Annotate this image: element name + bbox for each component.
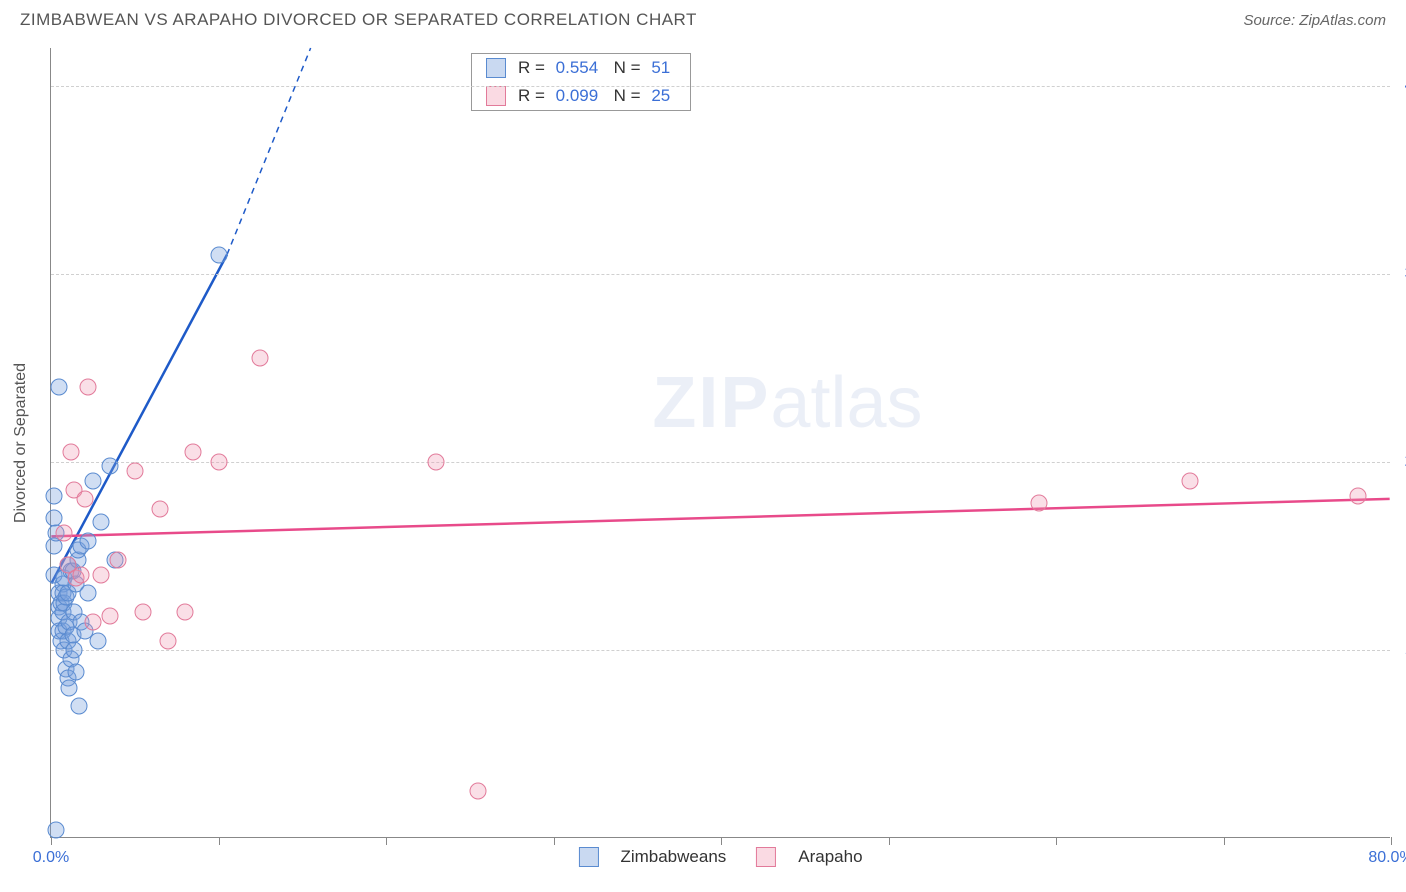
stats-legend: R = 0.554 N = 51R = 0.099 N = 25	[471, 53, 691, 111]
legend-swatch	[486, 86, 506, 106]
trend-lines	[51, 48, 1390, 837]
x-tick	[1056, 837, 1057, 845]
gridline	[51, 86, 1390, 87]
data-point	[126, 463, 143, 480]
chart-title: ZIMBABWEAN VS ARAPAHO DIVORCED OR SEPARA…	[20, 10, 697, 30]
legend-swatch	[578, 847, 598, 867]
x-tick	[219, 837, 220, 845]
data-point	[48, 822, 65, 839]
scatter-chart: Divorced or Separated ZIPatlas R = 0.554…	[50, 48, 1390, 838]
x-tick-label: 0.0%	[33, 849, 69, 867]
data-point	[68, 664, 85, 681]
y-tick-label: 40.0%	[1395, 77, 1406, 95]
gridline	[51, 650, 1390, 651]
legend-item: Arapaho	[756, 847, 862, 867]
legend-swatch	[486, 58, 506, 78]
data-point	[151, 500, 168, 517]
stats-legend-row: R = 0.554 N = 51	[472, 54, 690, 82]
data-point	[135, 604, 152, 621]
data-point	[210, 453, 227, 470]
legend-label: Arapaho	[798, 847, 862, 867]
r-label: R =	[518, 58, 550, 78]
data-point	[61, 679, 78, 696]
data-point	[101, 457, 118, 474]
data-point	[79, 378, 96, 395]
data-point	[185, 444, 202, 461]
data-point	[93, 514, 110, 531]
data-point	[79, 532, 96, 549]
r-value: 0.554	[556, 58, 599, 78]
x-tick	[1391, 837, 1392, 845]
r-value: 0.099	[556, 86, 599, 106]
data-point	[51, 378, 68, 395]
data-point	[63, 444, 80, 461]
data-point	[428, 453, 445, 470]
x-tick	[554, 837, 555, 845]
x-tick	[721, 837, 722, 845]
data-point	[252, 350, 269, 367]
gridline	[51, 462, 1390, 463]
data-point	[177, 604, 194, 621]
data-point	[46, 487, 63, 504]
data-point	[76, 491, 93, 508]
data-point	[160, 632, 177, 649]
r-label: R =	[518, 86, 550, 106]
data-point	[73, 566, 90, 583]
series-legend: Zimbabweans Arapaho	[578, 847, 862, 867]
data-point	[89, 632, 106, 649]
data-point	[110, 551, 127, 568]
data-point	[84, 472, 101, 489]
data-point	[56, 525, 73, 542]
data-point	[93, 566, 110, 583]
n-label: N =	[604, 86, 645, 106]
watermark: ZIPatlas	[652, 362, 922, 444]
data-point	[71, 698, 88, 715]
y-tick-label: 20.0%	[1395, 453, 1406, 471]
y-tick-label: 30.0%	[1395, 265, 1406, 283]
n-label: N =	[604, 58, 645, 78]
x-tick	[889, 837, 890, 845]
n-value: 51	[651, 58, 670, 78]
data-point	[470, 782, 487, 799]
data-point	[101, 608, 118, 625]
x-tick	[1224, 837, 1225, 845]
legend-item: Zimbabweans	[578, 847, 726, 867]
n-value: 25	[651, 86, 670, 106]
data-point	[1031, 495, 1048, 512]
data-point	[79, 585, 96, 602]
watermark-bold: ZIP	[652, 363, 770, 443]
data-point	[84, 613, 101, 630]
legend-label: Zimbabweans	[620, 847, 726, 867]
x-tick	[386, 837, 387, 845]
source-attribution: Source: ZipAtlas.com	[1243, 12, 1386, 29]
watermark-rest: atlas	[770, 363, 922, 443]
x-tick-label: 80.0%	[1368, 849, 1406, 867]
data-point	[1182, 472, 1199, 489]
data-point	[66, 641, 83, 658]
legend-swatch	[756, 847, 776, 867]
y-axis-title: Divorced or Separated	[12, 362, 30, 522]
data-point	[1349, 487, 1366, 504]
y-tick-label: 10.0%	[1395, 641, 1406, 659]
data-point	[210, 246, 227, 263]
gridline	[51, 274, 1390, 275]
